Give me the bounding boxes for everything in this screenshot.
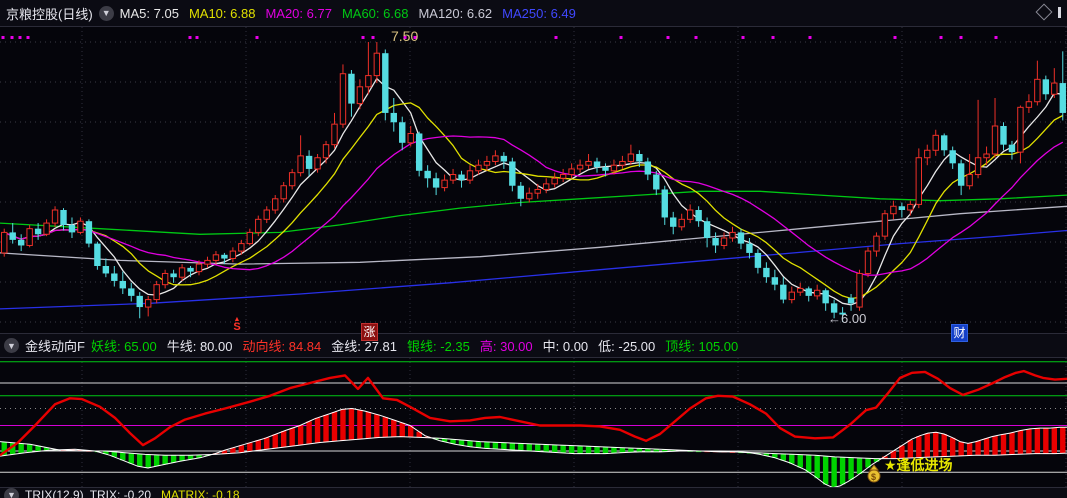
legend-item: 牛线: 80.00 [167, 339, 233, 354]
zhang-news-badge[interactable]: 涨 [361, 323, 378, 341]
legend-item: 动向线: 84.84 [242, 339, 321, 354]
stock-app-window: 京粮控股(日线) ▼ MA5: 7.05 MA10: 6.88 MA20: 6.77… [0, 0, 1067, 498]
chevron-down-icon[interactable]: ▼ [4, 488, 19, 498]
svg-text:★逢低进场: ★逢低进场 [884, 457, 953, 473]
legend-item: MA10: 6.88 [189, 6, 256, 21]
corner-glyph-icon [1058, 7, 1061, 18]
trix-panel-header: ▼ TRIX(12,9) TRIX: -0.20 MATRIX: -0.18 [0, 487, 1067, 498]
legend-item: MA60: 6.68 [342, 6, 409, 21]
legend-item: 妖线: 65.00 [91, 339, 157, 354]
trix-name: TRIX(12,9) [25, 488, 84, 498]
indicator-panel-chart[interactable]: ★逢低进场 $ [0, 358, 1067, 487]
indicator-panel-header: ▼ 金线动向F 妖线: 65.00 牛线: 80.00 动向线: 84.84 金线: … [0, 333, 1067, 358]
svg-text:←6.00: ←6.00 [828, 311, 866, 326]
stock-title: 京粮控股(日线) [6, 4, 93, 23]
main-candlestick-chart[interactable]: 7.50 ←6.00 [0, 27, 1067, 333]
legend-item: 中: 0.00 [543, 339, 589, 354]
chevron-down-icon[interactable]: ▼ [99, 6, 114, 21]
title-bar: 京粮控股(日线) ▼ MA5: 7.05 MA10: 6.88 MA20: 6.77… [0, 0, 1067, 27]
legend-item: 低: -25.00 [598, 339, 655, 354]
legend-item: MA20: 6.77 [265, 6, 332, 21]
legend-item: 顶线: 105.00 [665, 339, 738, 354]
cai-news-badge[interactable]: 财 [951, 324, 968, 342]
indicator-legend: 妖线: 65.00 牛线: 80.00 动向线: 84.84 金线: 27.81 银线:… [91, 336, 748, 355]
legend-item: 金线: 27.81 [331, 339, 397, 354]
svg-text:7.50: 7.50 [391, 28, 418, 44]
chevron-down-icon[interactable]: ▼ [4, 338, 19, 353]
ma-legend: MA5: 7.05 MA10: 6.88 MA20: 6.77 MA60: 6.68 M… [120, 6, 586, 21]
svg-text:$: $ [871, 472, 876, 482]
legend-item: MA120: 6.62 [418, 6, 492, 21]
legend-item: MATRIX: -0.18 [161, 488, 239, 498]
legend-item: TRIX: -0.20 [90, 488, 151, 498]
buy-signal-marker: ▲ S [230, 317, 244, 331]
legend-item: 银线: -2.35 [407, 339, 470, 354]
legend-item: 高: 30.00 [480, 339, 533, 354]
legend-item: MA250: 6.49 [502, 6, 576, 21]
indicator-name: 金线动向F [25, 336, 85, 355]
trix-legend: TRIX: -0.20 MATRIX: -0.18 [90, 488, 250, 498]
buy-signal-letter: S [230, 323, 244, 331]
legend-item: MA5: 7.05 [120, 6, 179, 21]
